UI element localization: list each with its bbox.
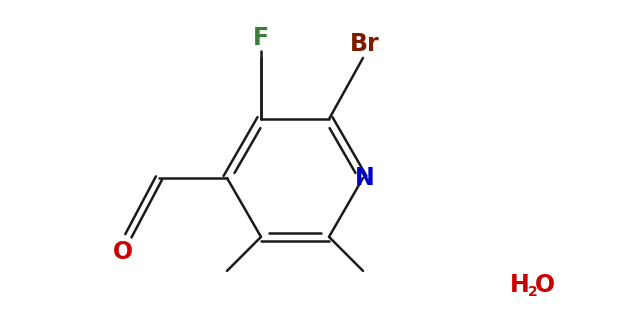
Text: 2: 2 — [528, 285, 538, 299]
Text: F: F — [253, 26, 269, 50]
Text: O: O — [114, 240, 134, 264]
Text: O: O — [535, 273, 555, 297]
Text: Br: Br — [350, 32, 380, 56]
Text: H: H — [510, 273, 530, 297]
Text: N: N — [355, 166, 375, 190]
